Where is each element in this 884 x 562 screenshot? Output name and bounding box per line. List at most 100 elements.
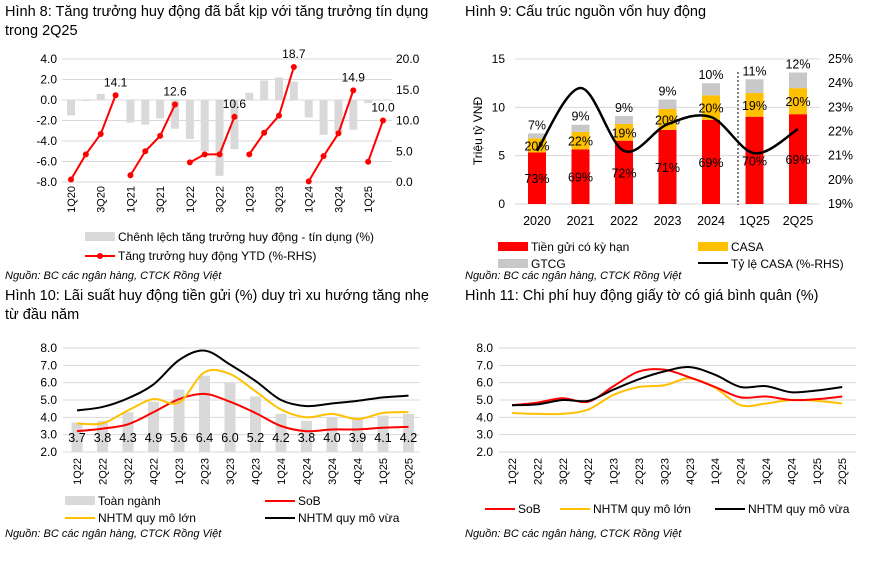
fig10-x-tick: 1Q24 — [276, 458, 288, 485]
fig8-legend-bar-swatch — [85, 232, 115, 241]
fig10-legend-swatch — [65, 496, 95, 505]
fig8-x-tick: 3Q20 — [96, 186, 108, 213]
fig11-y-tick: 4.0 — [476, 410, 493, 424]
fig9-bar-segment — [789, 88, 807, 115]
fig10-bar — [352, 419, 363, 452]
fig10-data-label: 4.3 — [119, 431, 136, 445]
fig8-point — [350, 87, 357, 94]
fig8-x-tick: 1Q24 — [304, 186, 316, 213]
fig8-point — [305, 178, 312, 185]
fig8-point — [186, 159, 193, 166]
fig10-bar — [326, 417, 338, 452]
fig9-bar-segment — [789, 72, 807, 89]
fig10-data-label: 3.8 — [298, 431, 315, 445]
fig8-bar — [289, 81, 298, 100]
fig10-x-tick: 1Q25 — [378, 458, 390, 485]
fig8-bar — [200, 100, 209, 152]
fig8-bar — [96, 93, 105, 100]
fig9-bar-segment — [745, 116, 764, 204]
fig11-y-tick: 2.0 — [476, 445, 493, 459]
fig9-share-label: 9% — [571, 110, 589, 124]
fig8-point — [276, 112, 282, 119]
fig8-x-tick: 3Q23 — [274, 186, 286, 213]
fig9-y-tick: 10 — [492, 100, 506, 114]
fig9-bar-segment — [658, 129, 677, 204]
fig11-x-tick: 3Q23 — [659, 458, 671, 485]
fig8-y-tick: -8.0 — [36, 175, 57, 189]
fig9-x-tick: 2Q25 — [783, 214, 814, 228]
fig9-bar-segment — [571, 131, 590, 150]
fig11-source: Nguồn: BC các ngân hàng, CTCK Rồng Việt — [465, 528, 682, 540]
fig8-bar — [156, 100, 165, 119]
fig10-data-label: 3.9 — [349, 431, 366, 445]
fig11-x-tick: 1Q23 — [609, 458, 621, 485]
fig8-y-tick: 4.0 — [40, 52, 57, 66]
fig11-y-tick: 5.0 — [476, 393, 493, 407]
fig8-bar — [275, 77, 283, 100]
fig10-bar — [148, 401, 159, 452]
fig9-casa-ratio-line — [535, 86, 799, 155]
fig9-legend-label: CASA — [731, 240, 764, 254]
fig10-source: Nguồn: BC các ngân hàng, CTCK Rồng Việt — [5, 528, 222, 540]
fig9-share-label: 19% — [611, 126, 636, 140]
fig8-line-segment — [189, 116, 236, 164]
fig8-y-tick: 0.0 — [40, 93, 57, 107]
fig8-x-tick: 3Q24 — [333, 186, 345, 213]
fig8-data-label: 14.9 — [342, 70, 366, 84]
fig11-x-tick: 1Q24 — [710, 458, 722, 485]
fig9-share-label: 71% — [655, 161, 680, 175]
fig8-bar — [126, 100, 135, 123]
fig9-share-label: 70% — [742, 154, 767, 168]
fig9-x-tick: 2021 — [567, 214, 595, 228]
fig8-point — [68, 176, 74, 183]
fig9-y2-tick: 22% — [828, 125, 853, 139]
fig9-y2-tick: 19% — [828, 197, 853, 211]
fig8-x-tick: 3Q22 — [215, 186, 227, 213]
fig9-bar-segment — [789, 114, 807, 204]
fig8-data-label: 10.6 — [223, 97, 247, 111]
fig10-x-tick: 3Q24 — [327, 458, 339, 485]
fig8-line-segment — [70, 94, 117, 181]
fig11-x-tick: 2Q24 — [736, 458, 748, 485]
fig9-x-tick: 2022 — [610, 214, 638, 228]
fig10-data-label: 4.2 — [272, 431, 289, 445]
fig8-point — [380, 117, 386, 124]
fig8-line-segment — [129, 104, 176, 176]
fig10-y-tick: 8.0 — [40, 341, 57, 355]
fig9-legend-swatch — [498, 242, 528, 251]
fig10-data-label: 3.7 — [68, 431, 85, 445]
fig8-point — [112, 92, 119, 99]
fig8-point — [320, 153, 327, 160]
fig8-point — [231, 113, 238, 120]
fig9-share-label: 12% — [785, 58, 810, 72]
fig8-point — [365, 158, 372, 165]
fig9-share-label: 9% — [658, 85, 676, 99]
fig8-bar — [171, 100, 179, 129]
fig10-y-tick: 6.0 — [40, 376, 57, 390]
fig10-legend-label: Toàn ngành — [98, 494, 161, 508]
fig9-bar-segment — [702, 95, 720, 120]
fig8-y-tick: -2.0 — [36, 114, 57, 128]
fig9-y2-tick: 21% — [828, 149, 853, 163]
fig10-y-tick: 5.0 — [40, 393, 57, 407]
fig11-legend-label: NHTM quy mô vừa — [748, 502, 850, 516]
fig9-y2-tick: 20% — [828, 173, 853, 187]
fig9-bar-segment — [528, 152, 546, 204]
fig9-y-tick: 0 — [498, 197, 505, 211]
fig10-bar — [250, 396, 261, 452]
fig8-point — [290, 63, 297, 70]
fig9-legend-swatch — [698, 242, 728, 251]
fig10-x-tick: 4Q23 — [251, 458, 263, 485]
fig8-bar — [304, 100, 313, 118]
fig10-x-tick: 1Q22 — [72, 458, 84, 485]
fig10-data-label: 4.2 — [400, 431, 417, 445]
fig8-legend-bar-label: Chênh lệch tăng trưởng huy động - tín dụ… — [118, 230, 374, 244]
fig8-y-tick: -6.0 — [36, 155, 57, 169]
fig8-y2-tick: 20.0 — [396, 52, 420, 66]
fig9-bar-segment — [658, 108, 677, 130]
fig8-bar — [215, 100, 224, 176]
fig9-title: Hình 9: Cấu trúc nguồn vốn huy động — [465, 4, 707, 20]
fig9-share-label: 69% — [785, 153, 810, 167]
fig11-x-tick: 1Q25 — [812, 458, 824, 485]
